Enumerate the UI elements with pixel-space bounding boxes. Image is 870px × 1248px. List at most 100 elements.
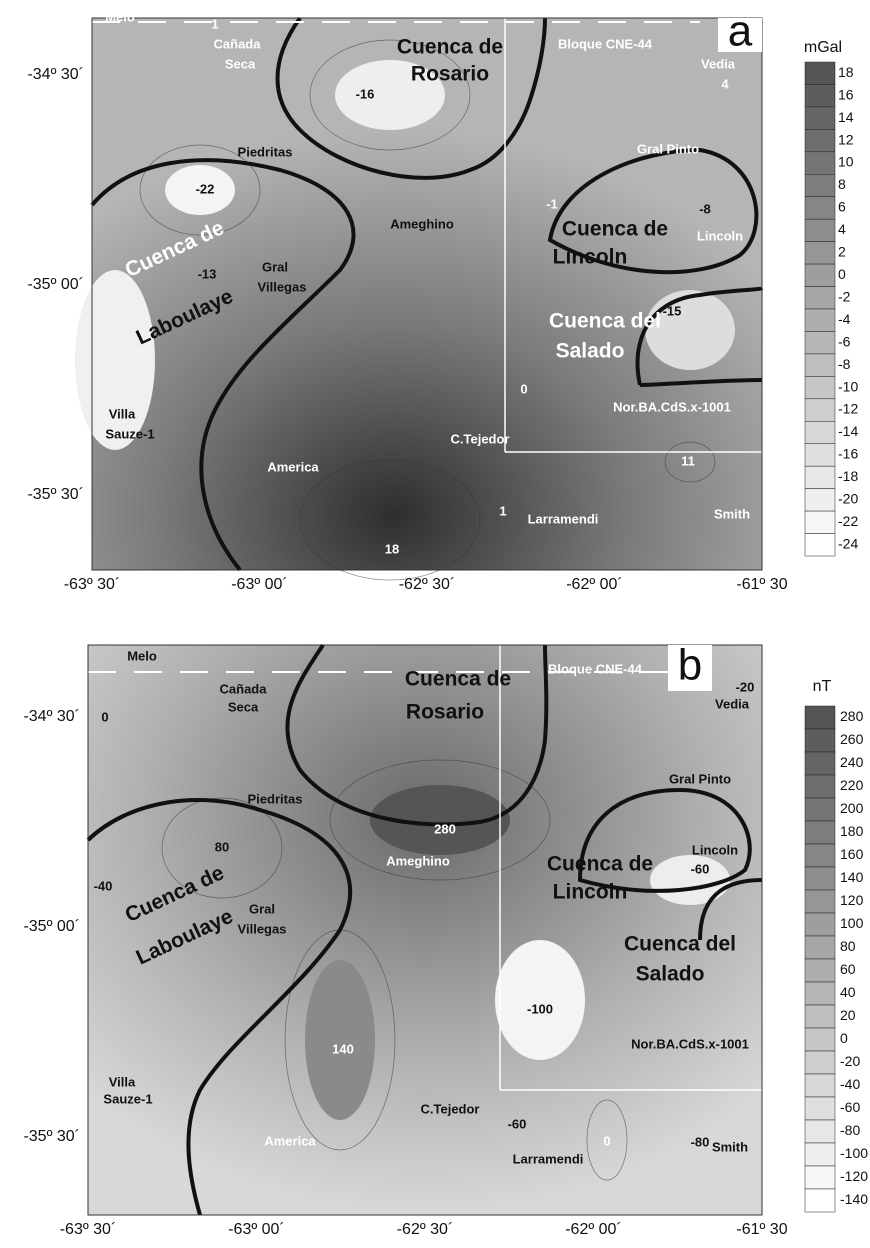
colorbar-cell — [804, 488, 836, 512]
colorbar-label: -2 — [838, 288, 851, 304]
x-axis-label: -61º 30 — [736, 576, 787, 593]
map-label: -40 — [94, 878, 113, 893]
x-axis-label: -63º 30´ — [64, 576, 121, 593]
map-label: 1 — [211, 16, 218, 31]
colorbar-cell — [804, 981, 836, 1006]
colorbar-label: -20 — [838, 491, 858, 507]
map-label: 280 — [434, 821, 456, 836]
y-axis-label: -34º 30´ — [27, 66, 84, 83]
colorbar-label: -16 — [838, 446, 858, 462]
map-label: Seca — [228, 699, 259, 714]
map-label: -60 — [691, 861, 710, 876]
map-label: Smith — [712, 1139, 748, 1154]
colorbar-cell — [804, 1188, 836, 1213]
colorbar-label: -4 — [838, 311, 851, 327]
colorbar-cell — [804, 443, 836, 467]
map-label: -16 — [356, 86, 375, 101]
map-label: Rosario — [411, 63, 489, 86]
map-label: -22 — [196, 181, 215, 196]
map-label: -20 — [736, 679, 755, 694]
map-label: -60 — [508, 1116, 527, 1131]
colorbar-cell — [804, 151, 836, 175]
x-axis-label: -63º 30´ — [60, 1221, 117, 1238]
map-label: Nor.BA.CdS.x-1001 — [613, 399, 731, 414]
map-label: Seca — [225, 56, 256, 71]
map-label: Cañada — [220, 681, 268, 696]
map-label: 0 — [101, 709, 108, 724]
colorbar-label: -22 — [838, 513, 858, 529]
colorbar-label: 16 — [838, 86, 854, 102]
map-label: 80 — [215, 839, 229, 854]
x-axis-label: -62º 30´ — [397, 1221, 454, 1238]
colorbar-cell — [804, 196, 836, 220]
colorbar-label: 100 — [840, 915, 864, 931]
map-label: Nor.BA.CdS.x-1001 — [631, 1036, 749, 1051]
map-label: 140 — [332, 1041, 354, 1056]
map-label: Sauze-1 — [103, 1091, 152, 1106]
map-label: Rosario — [406, 701, 484, 724]
colorbar-label: 8 — [838, 176, 846, 192]
y-axis-label: -35º 30´ — [27, 486, 84, 503]
colorbar-label: 280 — [840, 708, 864, 724]
colorbar-cell — [804, 912, 836, 937]
map-label: Larramendi — [528, 511, 599, 526]
colorbar-cell — [804, 866, 836, 891]
map-label: Gral — [262, 259, 288, 274]
map-label: Larramendi — [513, 1151, 584, 1166]
map-label: C.Tejedor — [451, 431, 510, 446]
map-label: 11 — [681, 453, 695, 468]
map-label: America — [267, 459, 319, 474]
colorbar-cell — [804, 353, 836, 377]
colorbar-cell — [804, 1119, 836, 1144]
map-label: Gral Pinto — [669, 771, 731, 786]
colorbar-cell — [804, 510, 836, 534]
y-axis-label: -35º 00´ — [27, 276, 84, 293]
colorbar-cell — [804, 421, 836, 444]
colorbar-label: 18 — [838, 64, 854, 80]
x-axis-label: -62º 00´ — [565, 1221, 622, 1238]
map-label: -13 — [198, 266, 217, 281]
colorbar-label: 260 — [840, 731, 864, 747]
colorbar-label: 60 — [840, 961, 856, 977]
y-axis-label: -35º 00´ — [23, 918, 80, 935]
map-label: 4 — [721, 76, 729, 91]
x-axis-label: -62º 30´ — [399, 576, 456, 593]
colorbar-cell — [804, 958, 836, 983]
colorbar-label: 220 — [840, 777, 864, 793]
y-axis-label: -35º 30´ — [23, 1128, 80, 1145]
colorbar-cell — [804, 308, 836, 332]
colorbar-cell — [804, 331, 836, 355]
map-label: Lincoln — [553, 246, 628, 269]
colorbar-label: 2 — [838, 244, 846, 260]
map-label: Gral — [249, 901, 275, 916]
colorbar-label: 0 — [838, 266, 846, 282]
colorbar-label: 14 — [838, 109, 854, 125]
map-label: Ameghino — [390, 216, 454, 231]
colorbar-label: 10 — [838, 154, 854, 170]
colorbar-label: -100 — [840, 1145, 868, 1161]
map-label: Lincoln — [553, 881, 628, 904]
colorbar-cell — [804, 774, 836, 799]
map-label: Lincoln — [697, 228, 743, 243]
colorbar-label: 80 — [840, 938, 856, 954]
map-label: 1 — [499, 503, 506, 518]
colorbar-cell — [804, 1142, 836, 1167]
map-b — [86, 643, 763, 1216]
colorbar-label: -14 — [838, 423, 858, 439]
map-label: Vedia — [715, 696, 750, 711]
colorbar-label: 0 — [840, 1030, 848, 1046]
colorbar-label: 20 — [840, 1007, 856, 1023]
colorbar-label: -40 — [840, 1076, 860, 1092]
map-label: 0 — [603, 1133, 610, 1148]
colorbar-label: 180 — [840, 823, 864, 839]
colorbar-cell — [804, 398, 836, 422]
map-label: Cuenca del — [549, 310, 661, 333]
colorbar-cell — [804, 533, 836, 557]
colorbar-cell — [804, 174, 836, 197]
colorbar-cell — [804, 241, 836, 265]
colorbar-label: 4 — [838, 221, 846, 237]
map-label: Cuenca de — [547, 853, 653, 876]
colorbar-cell — [804, 820, 836, 845]
colorbar-label: -18 — [838, 468, 858, 484]
colorbar-label: 240 — [840, 754, 864, 770]
